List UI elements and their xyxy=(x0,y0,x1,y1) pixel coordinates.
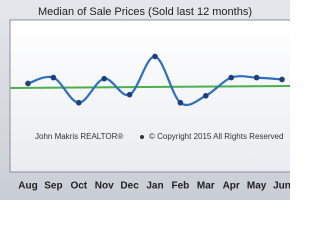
x-tick-label: Jan xyxy=(146,181,163,192)
x-tick-label: Oct xyxy=(70,181,87,192)
x-tick-label: Dec xyxy=(120,181,139,192)
data-point xyxy=(76,99,82,106)
x-tick-label: Aug xyxy=(18,181,37,192)
data-point xyxy=(152,53,158,60)
data-point xyxy=(50,74,57,81)
chart: Median of Sale Prices (Sold last 12 mont… xyxy=(0,0,290,200)
x-tick-label: Jun xyxy=(273,181,290,192)
data-point xyxy=(126,91,133,98)
chart-title: Median of Sale Prices (Sold last 12 mont… xyxy=(38,6,252,18)
separator-dot xyxy=(140,135,144,139)
data-point xyxy=(177,99,184,106)
x-tick-label: Mar xyxy=(197,181,215,192)
x-tick-label: May xyxy=(247,181,267,192)
annotation: © Copyright 2015 All Rights Reserved xyxy=(149,132,283,141)
x-tick-label: Feb xyxy=(172,181,190,192)
x-tick-label: Nov xyxy=(95,181,114,192)
data-point xyxy=(253,74,260,81)
x-tick-label: Sep xyxy=(44,181,62,192)
annotation: John Makris REALTOR® xyxy=(35,132,123,141)
data-point xyxy=(203,92,209,99)
data-point xyxy=(101,75,107,82)
x-tick-label: Apr xyxy=(223,181,240,192)
data-point xyxy=(279,76,285,83)
plot-area xyxy=(9,19,290,173)
trend-line xyxy=(9,85,290,89)
data-point xyxy=(228,74,234,81)
data-point xyxy=(25,80,31,87)
